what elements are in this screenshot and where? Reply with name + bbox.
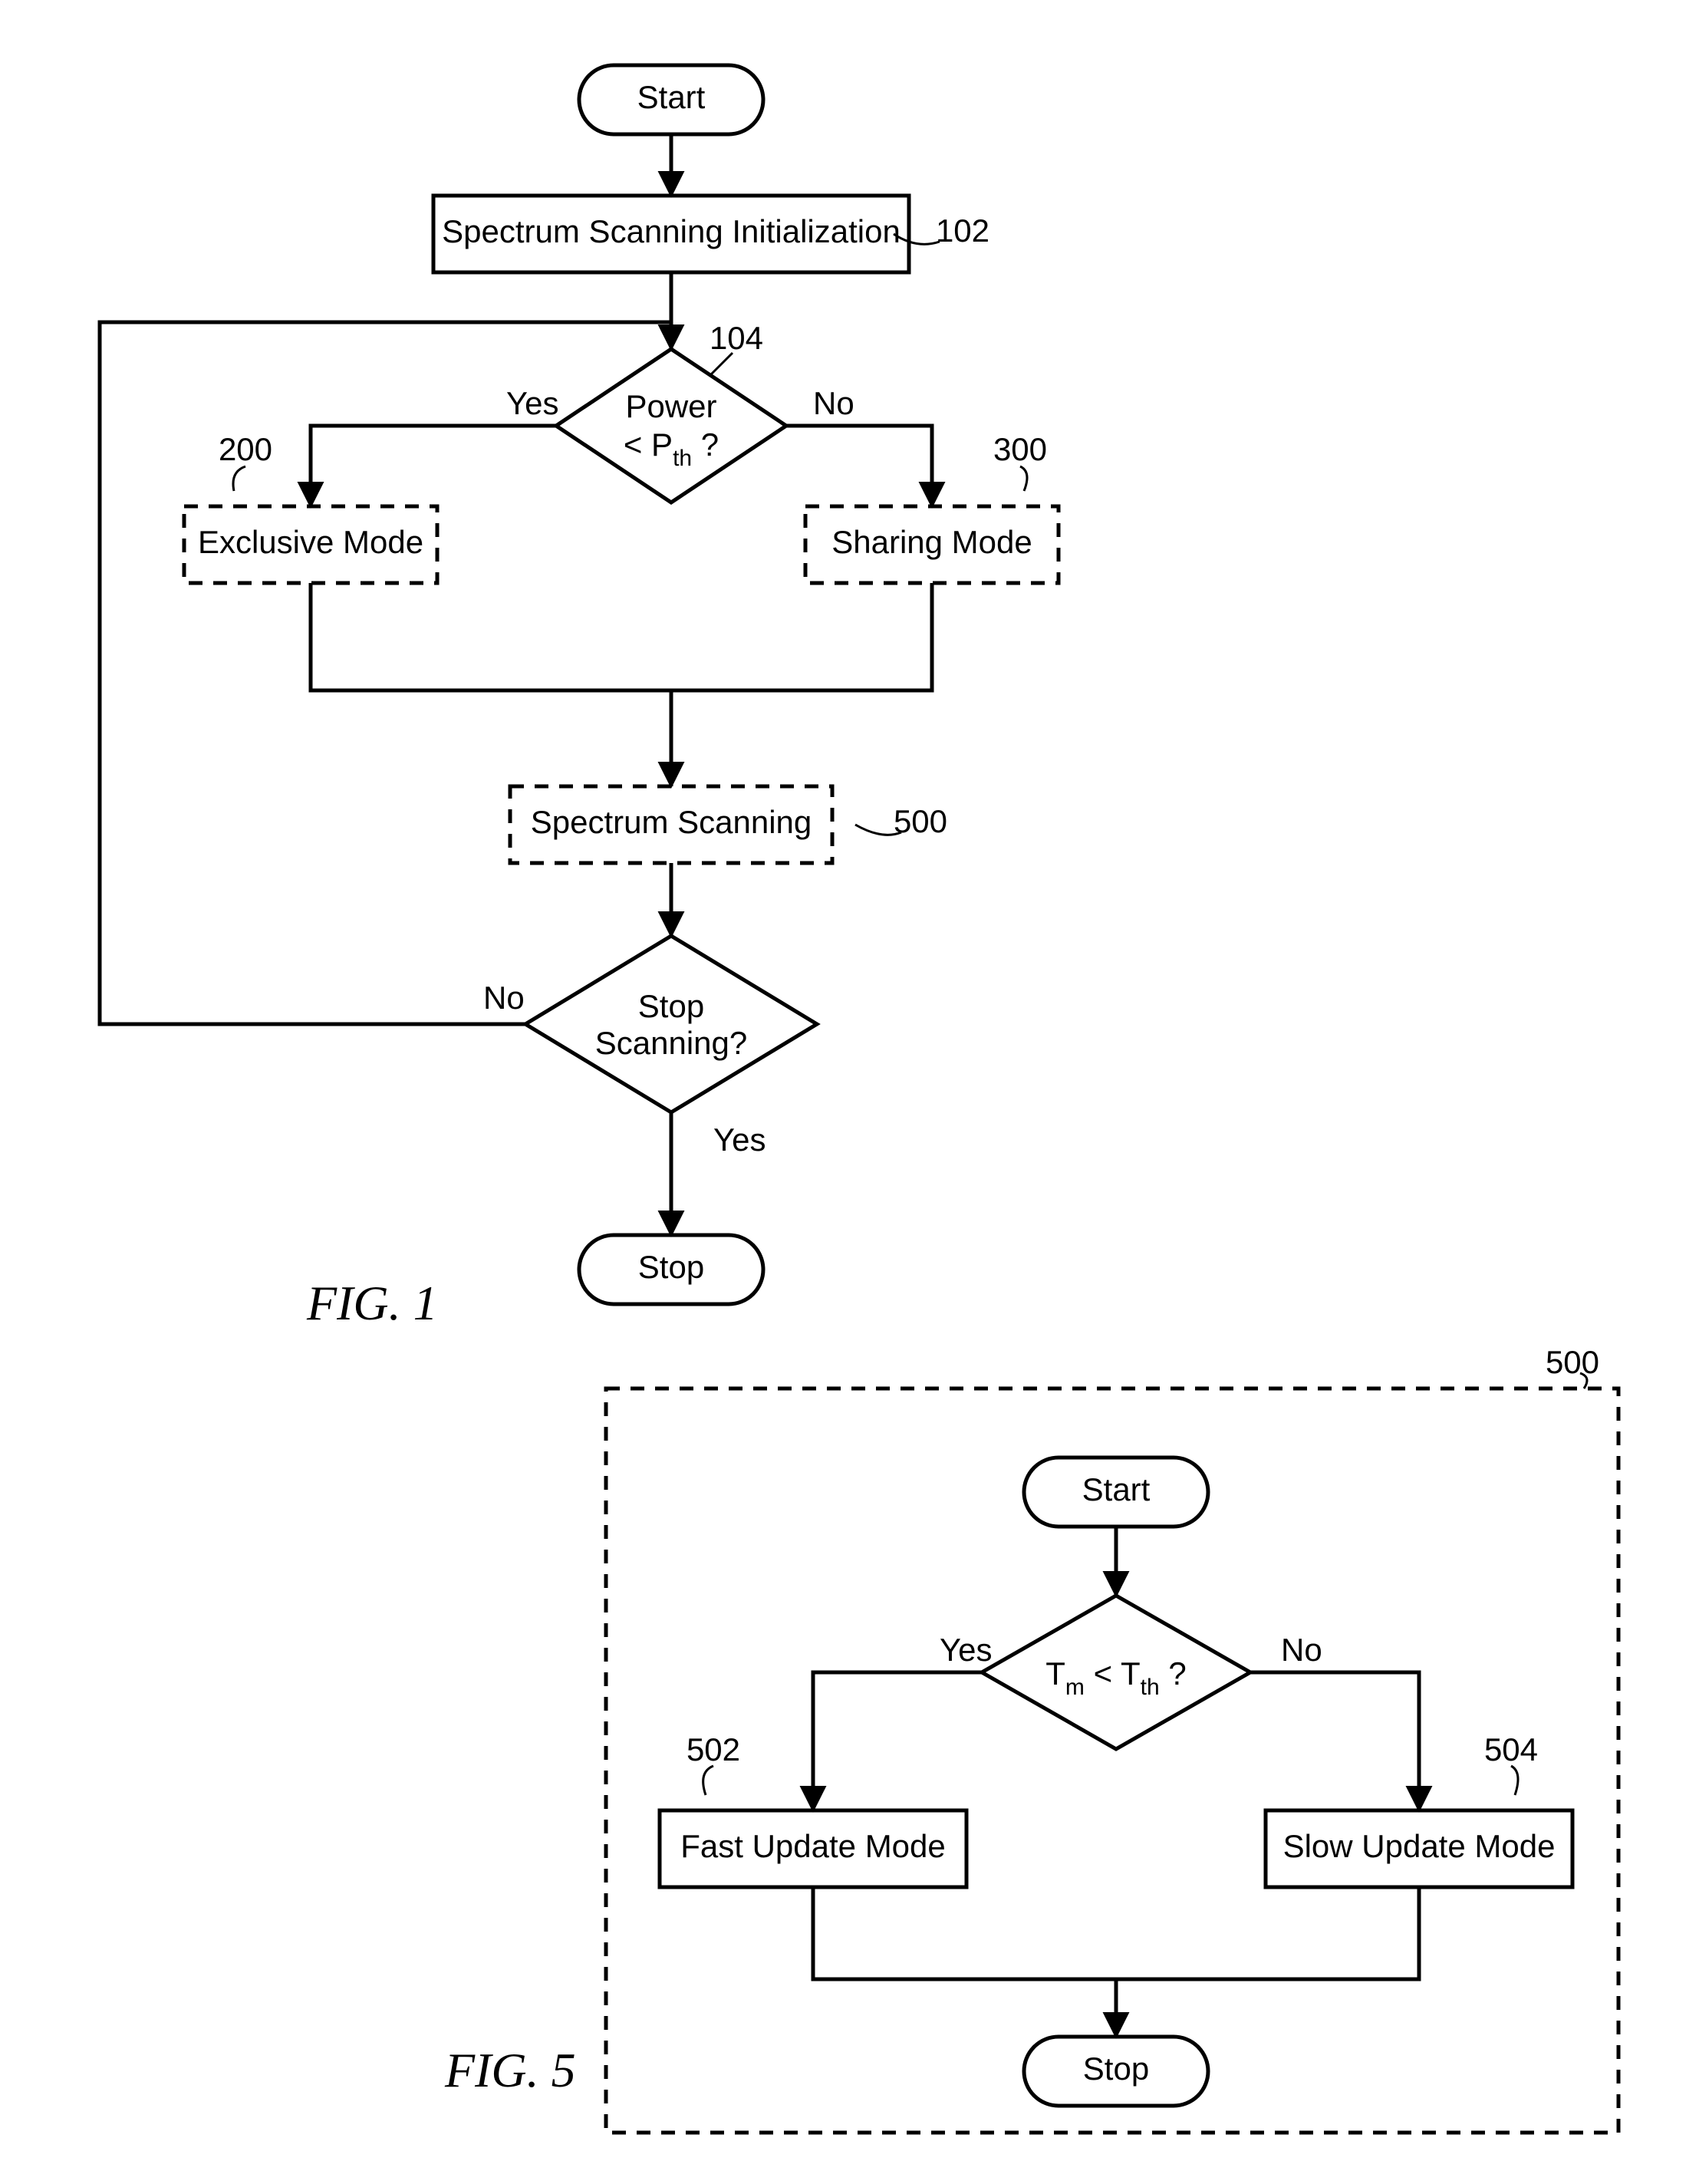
edge-label: No — [813, 385, 854, 421]
fig1-dec1-line2: < Pth ? — [624, 427, 719, 471]
fig1-dec1-line1: Power — [625, 388, 716, 424]
leader-line — [1020, 466, 1027, 491]
fig1-title: FIG. 1 — [306, 1276, 438, 1330]
fig1-dec2-line2: Scanning? — [595, 1025, 748, 1061]
fig1-dec2-line1: Stop — [638, 988, 704, 1024]
fig1-ref-500: 500 — [894, 803, 947, 839]
leader-line — [1511, 1766, 1518, 1795]
fig1-decision-power — [556, 349, 786, 502]
fig1-init-label: Spectrum Scanning Initialization — [442, 213, 901, 249]
fig1-ref-300: 300 — [993, 431, 1047, 467]
fig5-ref-500: 500 — [1546, 1344, 1599, 1380]
fig1-exclusive-mode-label: Exclusive Mode — [198, 524, 423, 560]
connector — [1250, 1672, 1419, 1810]
connector — [671, 583, 932, 690]
leader-line — [703, 1766, 713, 1795]
leader-line — [894, 234, 940, 244]
fig5-title: FIG. 5 — [444, 2043, 576, 2097]
fig1-ref-200: 200 — [219, 431, 272, 467]
fig1-ref-104: 104 — [710, 320, 763, 356]
edge-label: Yes — [713, 1122, 766, 1158]
fig5-dec-text: Tm < Tth ? — [1045, 1655, 1186, 1700]
fig1-stop-label: Stop — [638, 1249, 704, 1285]
fig5-fast-update-label: Fast Update Mode — [680, 1828, 946, 1864]
edge-label: No — [1281, 1632, 1322, 1668]
edge-label: Yes — [940, 1632, 993, 1668]
fig5-start-label: Start — [1082, 1471, 1151, 1507]
fig1-spectrum-scanning-label: Spectrum Scanning — [531, 804, 812, 840]
fig1-start-label: Start — [637, 79, 706, 115]
fig5-stop-label: Stop — [1083, 2051, 1149, 2087]
connector — [813, 1672, 982, 1810]
connector — [786, 426, 932, 506]
connector — [1116, 1887, 1419, 1979]
fig1-ref-102: 102 — [936, 212, 989, 249]
connector — [311, 426, 556, 506]
connector — [813, 1887, 1116, 1979]
leader-line — [233, 466, 245, 491]
edge-label: Yes — [506, 385, 559, 421]
connector — [311, 583, 671, 690]
fig1-sharing-mode-label: Sharing Mode — [831, 524, 1032, 560]
fig5-ref-504: 504 — [1484, 1731, 1538, 1767]
edge-label: No — [483, 980, 525, 1016]
fig5-slow-update-label: Slow Update Mode — [1283, 1828, 1556, 1864]
leader-line — [710, 353, 733, 376]
fig5-ref-502: 502 — [687, 1731, 740, 1767]
